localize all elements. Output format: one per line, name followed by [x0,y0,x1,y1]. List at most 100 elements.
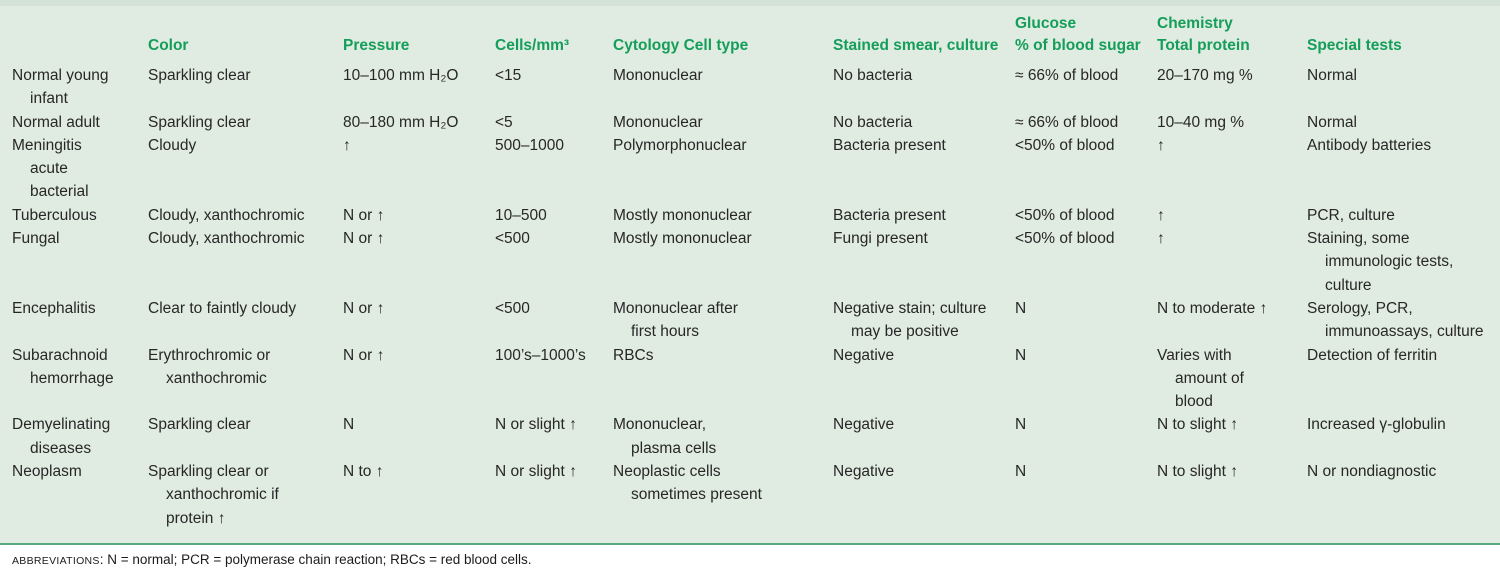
cell-pressure: N or ↑ [343,230,385,248]
cell-protein: 10–40 mg % [1157,113,1245,131]
cell-smear: Negative [833,463,895,481]
column-header-cells: Cells/mm³ [495,37,570,54]
cell-glucose: <50% of blood [1015,230,1115,248]
cell-special: Staining, some immunologic tests, cultur… [1307,230,1454,294]
cell-condition: Tuberculous [12,206,97,224]
cell-color: Cloudy, xanthochromic [148,230,305,248]
footnote-label: ABBREVIATIONS [12,554,100,567]
cell-condition: Encephalitis [12,299,96,317]
cell-special: Detection of ferritin [1307,346,1438,364]
csf-findings-table: Color Pressure Cells/mm³ Cytology Cell t… [0,6,1500,530]
cell-protein: N to moderate ↑ [1157,299,1268,317]
cell-smear: Negative stain; culture may be positive [833,299,987,341]
table-row: Fungal Cloudy, xanthochromic N or ↑ <500 Mos… [0,227,1500,297]
table-row: Normal young infant Sparkling clear 10–100… [0,64,1500,111]
table-header-row: Color Pressure Cells/mm³ Cytology Cell t… [0,6,1500,64]
cell-color: Erythrochromic or xanthochromic [148,346,271,387]
cell-cytology: Polymorphonuclear [613,136,747,154]
cell-glucose: <50% of blood [1015,206,1115,224]
cell-smear: Bacteria present [833,206,946,224]
table-row: Demyelinating diseases Sparkling clear N N … [0,413,1500,460]
cell-protein: ↑ [1157,206,1165,224]
cell-cytology: Mostly mononuclear [613,230,752,248]
cell-cytology: Mononuclear after first hours [613,299,738,341]
cell-glucose: ≈ 66% of blood [1015,67,1119,84]
column-header-smear: Stained smear, culture [833,37,999,54]
cell-cells: 500–1000 [495,136,564,154]
cell-smear: Negative [833,416,895,434]
cell-glucose: <50% of blood [1015,136,1115,154]
cell-cytology: Mononuclear, plasma cells [613,416,717,457]
cell-cytology: Mostly mononuclear [613,206,752,224]
cell-condition: Neoplasm [12,463,82,481]
column-header-special: Special tests [1307,37,1402,54]
cell-cells: N or slight ↑ [495,463,577,481]
csf-findings-table-panel: Color Pressure Cells/mm³ Cytology Cell t… [0,0,1500,545]
cell-protein: N to slight ↑ [1157,416,1238,434]
cell-cytology: Neoplastic cells sometimes present [613,463,762,504]
cell-condition: Meningitis acute bacterial [12,136,89,201]
cell-special: PCR, culture [1307,206,1395,224]
table-row: Encephalitis Clear to faintly cloudy N or … [0,297,1500,344]
cell-special: Normal [1307,67,1357,84]
cell-special: Normal [1307,113,1357,131]
table-row: Tuberculous Cloudy, xanthochromic N or ↑ 10… [0,204,1500,227]
column-header-glucose: Glucose % of blood sugar [1015,15,1141,54]
cell-cells: <500 [495,230,530,248]
cell-smear: Negative [833,346,895,364]
footnote-text: : N = normal; PCR = polymerase chain rea… [99,551,532,567]
table-row: Subarachnoid hemorrhage Erythrochromic or… [0,344,1500,414]
cell-cytology: Mononuclear [613,67,703,84]
table-body: Normal young infant Sparkling clear 10–100… [0,64,1500,530]
cell-pressure: N [343,416,355,434]
cell-special: Antibody batteries [1307,136,1432,154]
cell-cells: 100’s–1000’s [495,346,586,364]
cell-color: Sparkling clear [148,113,251,131]
cell-smear: Fungi present [833,230,928,248]
cell-color: Sparkling clear or xanthochromic if prot… [148,463,279,527]
cell-pressure: 10–100 mm H₂O [343,67,459,84]
cell-pressure: N to ↑ [343,463,384,481]
cell-cells: N or slight ↑ [495,416,577,434]
cell-condition: Normal adult [12,113,100,131]
cell-smear: No bacteria [833,113,913,131]
cell-condition: Subarachnoid hemorrhage [12,346,114,387]
cell-protein: 20–170 mg % [1157,67,1253,84]
cell-condition: Demyelinating diseases [12,416,111,457]
column-header-protein: Chemistry Total protein [1157,15,1250,54]
column-header-color: Color [148,37,189,54]
column-header-pressure: Pressure [343,37,410,54]
cell-smear: Bacteria present [833,136,946,154]
table-top-border [0,0,1500,6]
table-row: Normal adult Sparkling clear 80–180 mm H₂O… [0,111,1500,134]
cell-glucose: N [1015,416,1027,434]
cell-protein: ↑ [1157,136,1165,154]
cell-cells: <5 [495,113,513,131]
cell-cells: <500 [495,299,530,317]
cell-glucose: N [1015,299,1027,317]
cell-color: Cloudy, xanthochromic [148,206,305,224]
cell-color: Sparkling clear [148,67,251,84]
cell-color: Sparkling clear [148,416,251,434]
cell-special: Serology, PCR, immunoassays, culture [1307,299,1484,341]
cell-glucose: N [1015,346,1027,364]
cell-glucose: ≈ 66% of blood [1015,113,1119,131]
cell-cells: 10–500 [495,206,547,224]
cell-special: Increased γ-globulin [1307,416,1446,434]
cell-smear: No bacteria [833,67,913,84]
cell-pressure: ↑ [343,136,351,154]
column-header-cytology: Cytology Cell type [613,37,749,54]
abbreviations-footnote: ABBREVIATIONS: N = normal; PCR = polymer… [0,545,1500,567]
cell-condition: Normal young infant [12,67,109,108]
cell-pressure: N or ↑ [343,346,385,364]
cell-cytology: RBCs [613,346,654,364]
column-header-condition [0,6,136,64]
cell-color: Cloudy [148,136,197,154]
table-row: Neoplasm Sparkling clear or xanthochromic… [0,460,1500,530]
cell-cells: <15 [495,67,522,84]
cell-condition: Fungal [12,230,60,248]
cell-pressure: N or ↑ [343,206,385,224]
cell-protein: Varies with amount of blood [1157,346,1244,411]
cell-special: N or nondiagnostic [1307,463,1437,481]
table-row: Meningitis acute bacterial Cloudy ↑ 500–100… [0,134,1500,204]
